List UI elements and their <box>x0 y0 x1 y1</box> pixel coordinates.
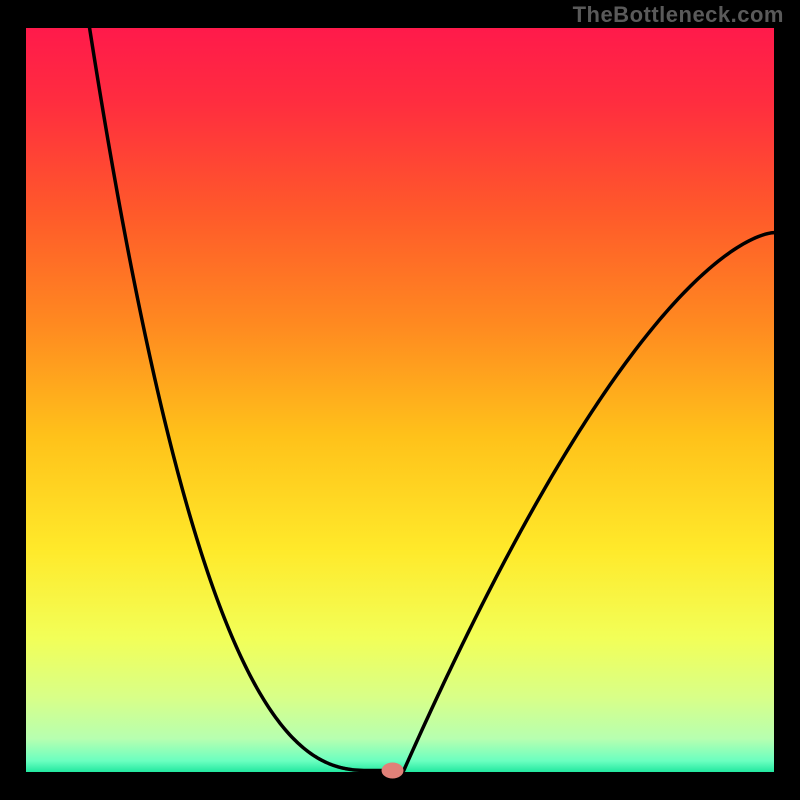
bottleneck-curve-chart <box>0 0 800 800</box>
gradient-background <box>26 28 774 772</box>
watermark-text: TheBottleneck.com <box>573 2 784 28</box>
chart-container: { "canvas": { "width": 800, "height": 80… <box>0 0 800 800</box>
optimal-point-marker <box>382 763 404 779</box>
